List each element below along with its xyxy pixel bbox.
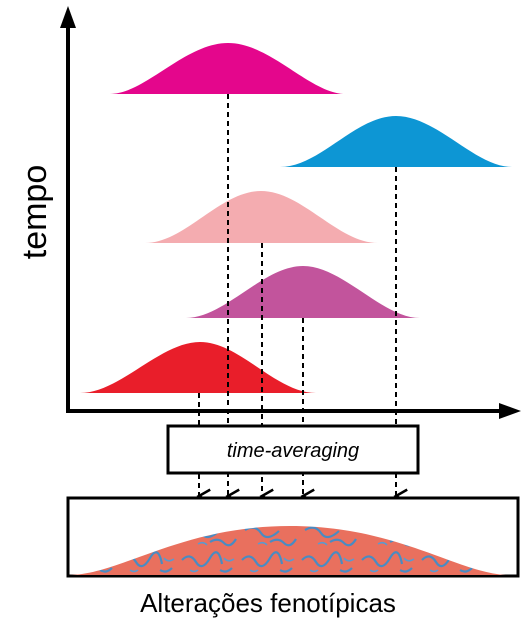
x-axis-arrowhead <box>499 403 521 419</box>
y-axis-arrowhead <box>60 6 76 28</box>
distribution-magenta <box>110 43 346 94</box>
time-averaging-label: time-averaging <box>227 440 359 462</box>
time-averaging-box <box>166 424 420 475</box>
distribution-red <box>80 342 316 393</box>
distribution-blue <box>280 116 512 167</box>
distribution-purple <box>186 266 420 318</box>
y-axis-label: tempo <box>16 165 54 260</box>
distribution-light-pink <box>145 191 378 243</box>
result-caption: Alterações fenotípicas <box>140 588 396 618</box>
